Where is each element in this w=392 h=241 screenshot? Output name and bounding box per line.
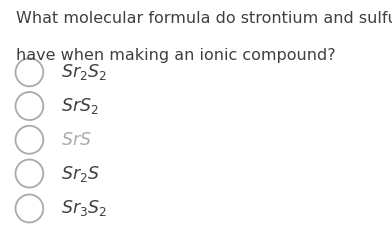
Text: $\mathit{Sr_3S_2}$: $\mathit{Sr_3S_2}$ — [61, 199, 107, 218]
Text: $\mathit{SrS_2}$: $\mathit{SrS_2}$ — [61, 96, 98, 116]
Text: $\mathit{SrS}$: $\mathit{SrS}$ — [61, 131, 91, 149]
Text: What molecular formula do strontium and sulfur: What molecular formula do strontium and … — [16, 11, 392, 26]
Text: have when making an ionic compound?: have when making an ionic compound? — [16, 48, 335, 63]
Text: $\mathit{Sr_2S_2}$: $\mathit{Sr_2S_2}$ — [61, 62, 107, 82]
Text: $\mathit{Sr_2S}$: $\mathit{Sr_2S}$ — [61, 164, 100, 183]
